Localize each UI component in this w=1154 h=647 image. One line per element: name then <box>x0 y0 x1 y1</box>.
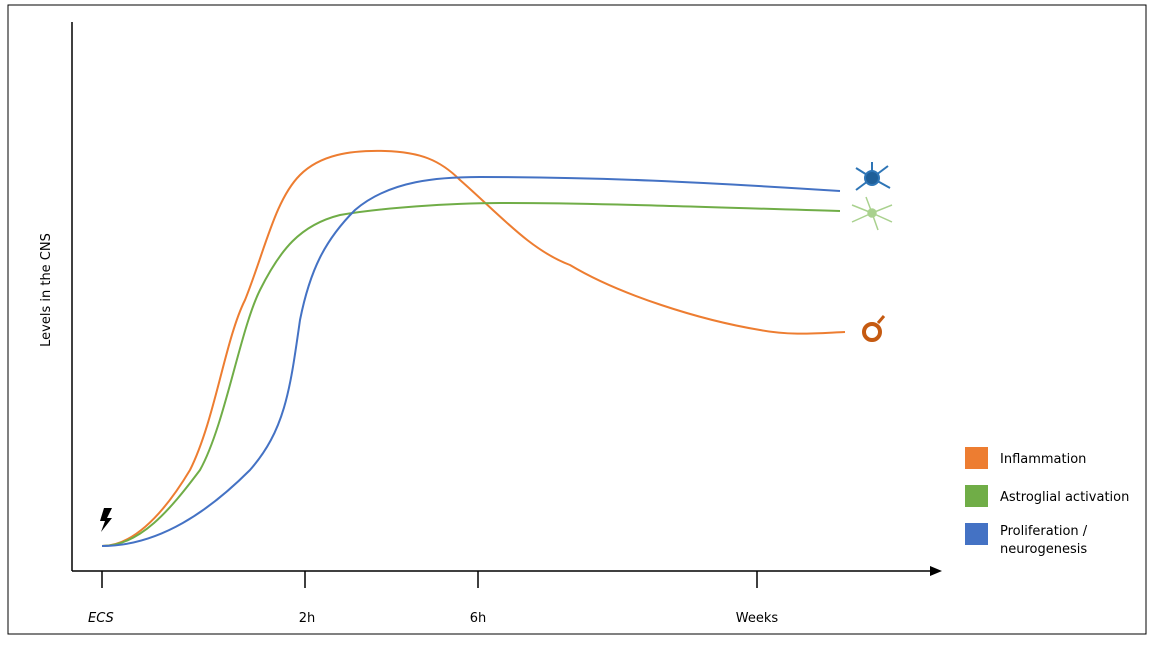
legend-label: Inflammation <box>1000 452 1086 467</box>
x-label: 2h <box>299 611 316 626</box>
legend-swatch <box>965 447 988 469</box>
diagram: ECS 2h 6h Weeks Levels in the CNS Inflam… <box>0 0 1154 643</box>
legend-label: Astroglial activation <box>1000 490 1129 505</box>
x-label: Weeks <box>736 611 779 626</box>
y-label: Levels in the CNS <box>39 233 54 347</box>
legend-label-line: neurogenesis <box>1000 542 1087 557</box>
legend-label-line: Proliferation / <box>1000 524 1088 539</box>
page: ECS 2h 6h Weeks Levels in the CNS Inflam… <box>0 0 1154 647</box>
x-label: ECS <box>88 611 114 626</box>
legend-swatch <box>965 523 988 545</box>
legend-swatch <box>965 485 988 507</box>
x-label: 6h <box>470 611 487 626</box>
